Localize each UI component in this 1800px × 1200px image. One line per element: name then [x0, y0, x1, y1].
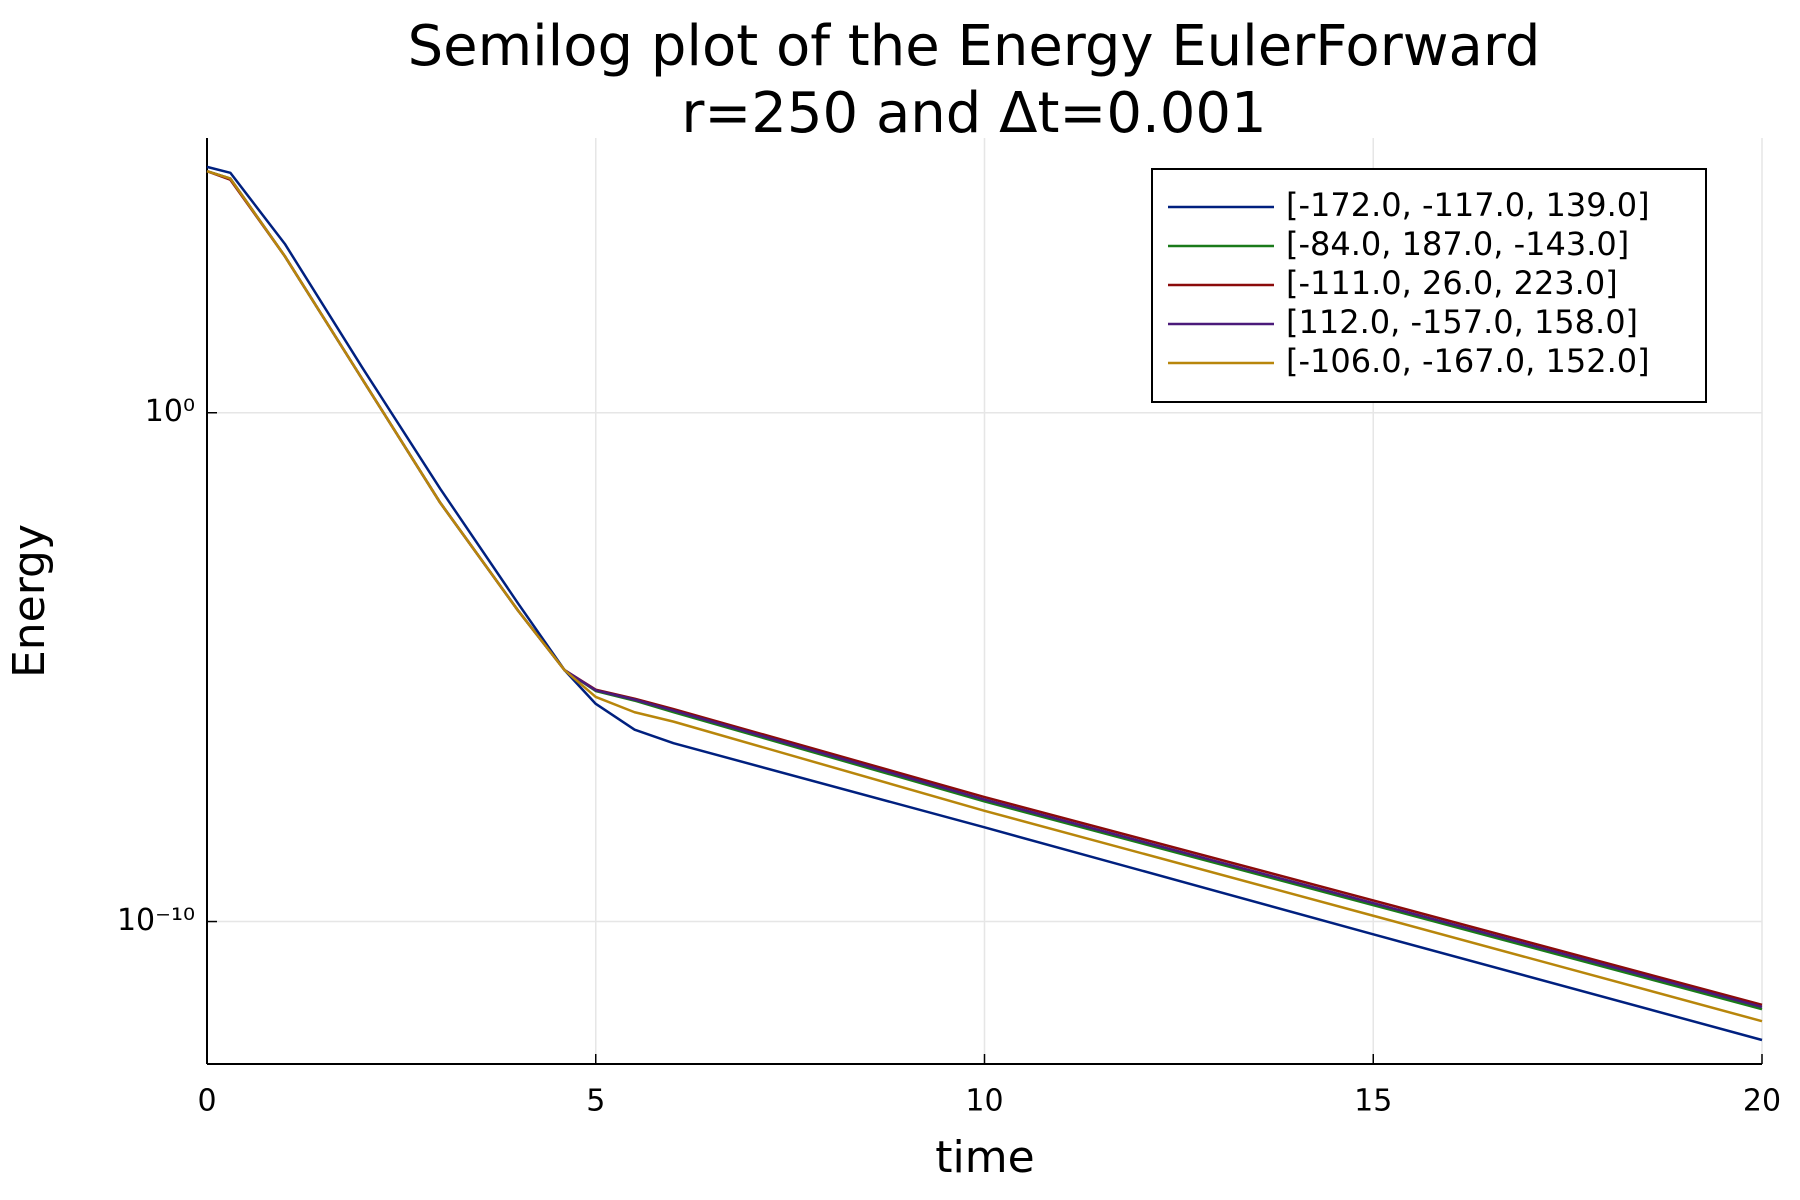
legend-label: [-111.0, 26.0, 223.0]: [1286, 264, 1618, 302]
y-tick-label: 10⁻¹⁰: [117, 903, 195, 938]
legend-label: [-106.0, -167.0, 152.0]: [1286, 342, 1650, 380]
x-tick-label: 10: [965, 1084, 1003, 1119]
legend-label: [-172.0, -117.0, 139.0]: [1286, 186, 1650, 224]
x-tick-label: 15: [1354, 1084, 1392, 1119]
y-tick-label: 10⁰: [145, 394, 195, 429]
x-axis-label: time: [935, 1132, 1034, 1183]
legend-label: [-84.0, 187.0, -143.0]: [1286, 225, 1629, 263]
x-tick-label: 0: [197, 1084, 216, 1119]
y-axis-label: Energy: [4, 524, 55, 678]
chart-title: r=250 and Δt=0.001: [681, 81, 1266, 146]
x-tick-label: 20: [1743, 1084, 1781, 1119]
legend: [-172.0, -117.0, 139.0][-84.0, 187.0, -1…: [1151, 168, 1707, 403]
chart-title: Semilog plot of the Energy EulerForward: [408, 14, 1541, 79]
x-tick-label: 5: [586, 1084, 605, 1119]
legend-label: [112.0, -157.0, 158.0]: [1286, 303, 1638, 341]
line-series: [206, 169, 1763, 1023]
